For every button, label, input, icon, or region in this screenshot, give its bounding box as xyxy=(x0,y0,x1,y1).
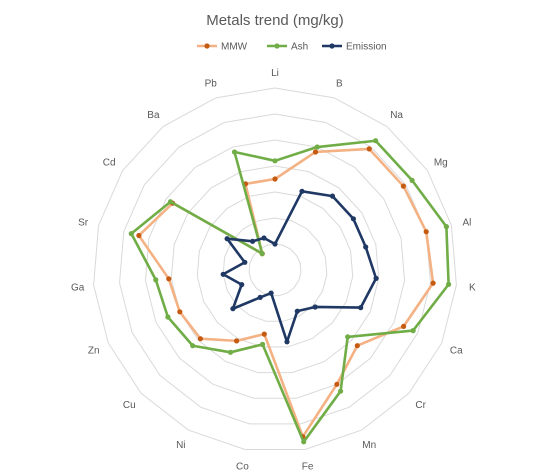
point-ash-al xyxy=(443,224,449,230)
legend-item-emission: Emission xyxy=(322,42,387,53)
axis-label-b: B xyxy=(336,79,343,90)
axis-label-ca: Ca xyxy=(450,346,463,357)
axis-label-zn: Zn xyxy=(88,346,100,357)
axis-label-pb: Pb xyxy=(205,79,218,90)
axis-label-mn: Mn xyxy=(362,440,376,451)
axis-label-sr: Sr xyxy=(78,217,89,228)
axis-label-ga: Ga xyxy=(71,282,85,293)
point-emission-sr xyxy=(242,259,248,265)
point-ash-ca xyxy=(410,328,416,334)
point-emission-mn xyxy=(294,308,300,314)
point-emission-al xyxy=(363,244,369,250)
legend-label-emission: Emission xyxy=(346,42,387,53)
point-ash-ni xyxy=(227,349,234,355)
legend-item-mmw: MMW xyxy=(197,42,248,53)
chart-title: Metals trend (mg/kg) xyxy=(206,12,344,29)
point-mmw-zn xyxy=(177,309,183,315)
point-emission-zn xyxy=(239,282,245,288)
point-mmw-b xyxy=(312,149,319,155)
axis-label-ba: Ba xyxy=(147,110,160,121)
point-emission-cr xyxy=(312,304,318,310)
point-emission-ba xyxy=(250,238,256,244)
point-emission-ca xyxy=(358,305,364,311)
grid-ring-3 xyxy=(196,191,354,348)
point-emission-na xyxy=(329,193,336,199)
legend-item-ash: Ash xyxy=(267,42,308,53)
point-mmw-mg xyxy=(400,183,406,189)
point-ash-sr xyxy=(128,231,134,237)
point-mmw-k xyxy=(430,280,436,286)
point-mmw-cu xyxy=(197,336,203,342)
point-mmw-na xyxy=(366,146,372,152)
point-ash-co xyxy=(260,341,266,347)
point-mmw-mn xyxy=(334,381,340,387)
point-ash-mn xyxy=(338,388,344,394)
axis-label-cu: Cu xyxy=(123,400,136,411)
point-emission-k xyxy=(373,275,379,281)
point-mmw-ca xyxy=(401,323,407,329)
point-ash-ga xyxy=(153,277,159,283)
series-line-mmw xyxy=(137,147,435,438)
axis-label-na: Na xyxy=(390,110,403,121)
legend-marker-mmw xyxy=(204,43,210,49)
point-emission-co xyxy=(268,290,274,296)
axis-label-al: Al xyxy=(462,217,471,228)
grid-ring-6 xyxy=(119,113,431,425)
legend-label-ash: Ash xyxy=(291,42,308,53)
axis-label-co: Co xyxy=(236,461,249,472)
point-emission-pb xyxy=(261,235,267,241)
axis-label-ni: Ni xyxy=(176,440,185,451)
point-ash-cr xyxy=(345,334,351,340)
axis-label-fe: Fe xyxy=(302,461,314,472)
legend: MMW Ash Emission xyxy=(197,42,387,53)
point-mmw-ga xyxy=(166,276,172,282)
point-emission-fe xyxy=(284,339,290,345)
point-ash-pb xyxy=(231,149,238,155)
point-emission-cu xyxy=(230,306,236,312)
point-emission-li xyxy=(272,241,278,247)
point-emission-b xyxy=(299,188,305,194)
grid-ring-7 xyxy=(93,87,457,451)
axis-label-cd: Cd xyxy=(103,158,116,169)
series-line-ash xyxy=(130,139,450,444)
axis-label-cr: Cr xyxy=(415,400,426,411)
point-mmw-co xyxy=(261,331,267,337)
point-ash-b xyxy=(314,144,320,150)
point-ash-ba xyxy=(259,251,265,257)
point-mmw-li xyxy=(272,176,278,182)
axis-label-mg: Mg xyxy=(434,158,448,169)
radar-grid xyxy=(93,87,457,451)
axis-labels: Li B Na Mg Al K Ca Cr Mn Fe Co Ni Cu Zn Ga Sr Cd Ba Pb xyxy=(71,68,476,472)
point-ash-fe xyxy=(301,439,307,445)
point-mmw-ni xyxy=(234,338,240,344)
point-ash-na xyxy=(373,138,379,144)
point-mmw-cr xyxy=(354,343,360,349)
axis-label-k: K xyxy=(469,282,476,293)
point-ash-li xyxy=(272,158,278,164)
legend-marker-emission xyxy=(329,43,335,49)
point-emission-ni xyxy=(257,294,263,300)
point-ash-cd xyxy=(167,199,174,205)
point-mmw-sr xyxy=(136,232,142,239)
point-emission-cd xyxy=(224,236,230,242)
legend-marker-ash xyxy=(274,43,280,49)
point-ash-zn xyxy=(165,314,171,320)
axis-label-li: Li xyxy=(271,68,279,79)
point-ash-cu xyxy=(190,343,196,349)
point-emission-mg xyxy=(350,216,356,222)
point-mmw-al xyxy=(423,229,429,235)
point-emission-ga xyxy=(220,271,226,277)
grid-ring-1 xyxy=(248,243,302,297)
series-line-emission xyxy=(221,190,378,344)
point-ash-k xyxy=(446,281,452,287)
series-emission xyxy=(220,188,379,345)
series-mmw xyxy=(136,146,436,440)
series-group xyxy=(128,138,452,445)
point-ash-mg xyxy=(409,177,415,183)
series-ash xyxy=(128,138,452,445)
grid-ring-5 xyxy=(144,139,406,399)
legend-label-mmw: MMW xyxy=(221,42,248,53)
